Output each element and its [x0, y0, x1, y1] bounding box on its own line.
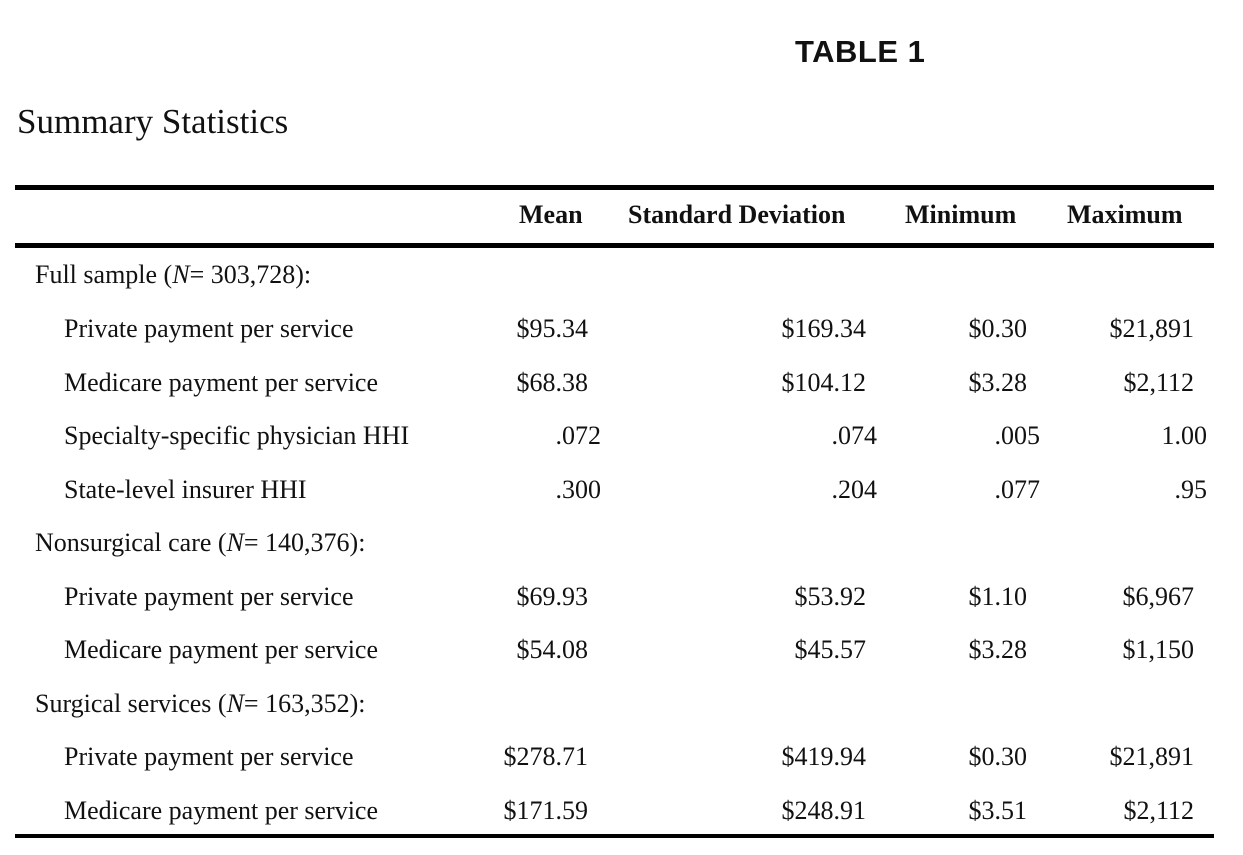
table-row: State-level insurer HHI .300 .204 .077 .… [0, 463, 1243, 517]
row-label: Specialty-specific physician HHI [64, 421, 410, 450]
cell-sd: $53.92 [794, 582, 867, 611]
table-number: TABLE 1 [795, 34, 926, 69]
cell-sd: $104.12 [781, 368, 867, 397]
top-rule [15, 185, 1214, 190]
table-caption: Summary Statistics [17, 102, 289, 141]
cell-min: $0.30 [968, 314, 1028, 343]
header-rule [15, 243, 1214, 248]
cell-mean: $68.38 [516, 368, 589, 397]
cell-max: $2,112 [1123, 368, 1194, 397]
cell-mean: $69.93 [516, 582, 589, 611]
cell-sd: .074 [831, 421, 878, 450]
header-mean: Mean [519, 200, 583, 229]
bottom-rule [15, 834, 1214, 838]
cell-mean: .300 [555, 475, 602, 504]
row-label: Private payment per service [64, 742, 354, 771]
table-row: Medicare payment per service $54.08 $45.… [0, 623, 1243, 677]
cell-sd: .204 [831, 475, 878, 504]
cell-max: 1.00 [1161, 421, 1208, 450]
cell-min: $3.51 [968, 796, 1028, 825]
cell-min: .077 [994, 475, 1041, 504]
table-row: Private payment per service $69.93 $53.9… [0, 570, 1243, 624]
row-label: Private payment per service [64, 314, 354, 343]
cell-sd: $419.94 [781, 742, 867, 771]
cell-sd: $45.57 [794, 635, 867, 664]
row-label: Medicare payment per service [64, 368, 379, 397]
cell-sd: $169.34 [781, 314, 867, 343]
cell-min: $0.30 [968, 742, 1028, 771]
header-standard-deviation: Standard Deviation [628, 200, 846, 229]
cell-mean: $54.08 [516, 635, 589, 664]
header-minimum: Minimum [905, 200, 1017, 229]
cell-max: $2,112 [1123, 796, 1194, 825]
row-label: State-level insurer HHI [64, 475, 307, 504]
group-label: Surgical services (N= 163,352): [35, 689, 366, 718]
table-row: Private payment per service $278.71 $419… [0, 730, 1243, 784]
cell-mean: $95.34 [516, 314, 589, 343]
cell-max: .95 [1174, 475, 1208, 504]
cell-mean: $171.59 [503, 796, 589, 825]
row-label: Private payment per service [64, 582, 354, 611]
table-row: Medicare payment per service $171.59 $24… [0, 784, 1243, 838]
header-maximum: Maximum [1067, 200, 1183, 229]
group-heading-surgical-services: Surgical services (N= 163,352): [0, 677, 1243, 731]
cell-min: .005 [994, 421, 1041, 450]
table-row: Medicare payment per service $68.38 $104… [0, 356, 1243, 410]
cell-mean: $278.71 [503, 742, 589, 771]
cell-mean: .072 [555, 421, 602, 450]
row-label: Medicare payment per service [64, 635, 379, 664]
cell-min: $3.28 [968, 635, 1028, 664]
cell-max: $1,150 [1122, 635, 1195, 664]
table-row: Specialty-specific physician HHI .072 .0… [0, 409, 1243, 463]
cell-max: $6,967 [1122, 582, 1195, 611]
cell-max: $21,891 [1109, 314, 1195, 343]
group-label: Full sample (N= 303,728): [35, 260, 312, 289]
cell-min: $1.10 [968, 582, 1028, 611]
cell-max: $21,891 [1109, 742, 1195, 771]
group-heading-full-sample: Full sample (N= 303,728): [0, 248, 1243, 302]
cell-sd: $248.91 [781, 796, 867, 825]
cell-min: $3.28 [968, 368, 1028, 397]
group-heading-nonsurgical-care: Nonsurgical care (N= 140,376): [0, 516, 1243, 570]
group-label: Nonsurgical care (N= 140,376): [35, 528, 366, 557]
table-row: Private payment per service $95.34 $169.… [0, 302, 1243, 356]
row-label: Medicare payment per service [64, 796, 379, 825]
